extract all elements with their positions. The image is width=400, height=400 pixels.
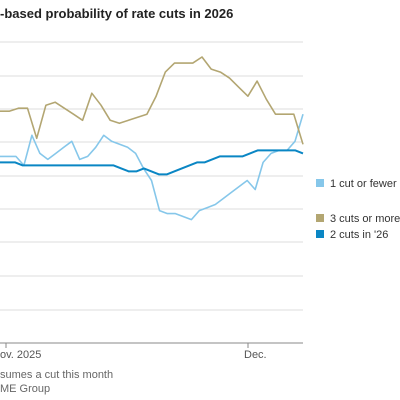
legend-swatch-0 <box>316 179 324 187</box>
legend-label-1: 3 cuts or more <box>330 213 400 225</box>
series-line-2 <box>0 149 304 176</box>
legend-swatch-1 <box>316 214 324 222</box>
chart-title: -based probability of rate cuts in 2026 <box>0 6 234 21</box>
legend-label-0: 1 cut or fewer i <box>330 178 400 190</box>
x-tick-label-0: ov. 2025 <box>0 349 41 361</box>
legend-swatch-2 <box>316 230 324 238</box>
footnote-assumption: sumes a cut this month <box>0 369 114 381</box>
series-line-1 <box>0 56 304 145</box>
footnote-source: ME Group <box>0 383 51 395</box>
series-line-0 <box>0 113 304 221</box>
legend-label-2: 2 cuts in '26 <box>330 229 388 241</box>
x-tick-label-1: Dec. <box>244 349 267 361</box>
